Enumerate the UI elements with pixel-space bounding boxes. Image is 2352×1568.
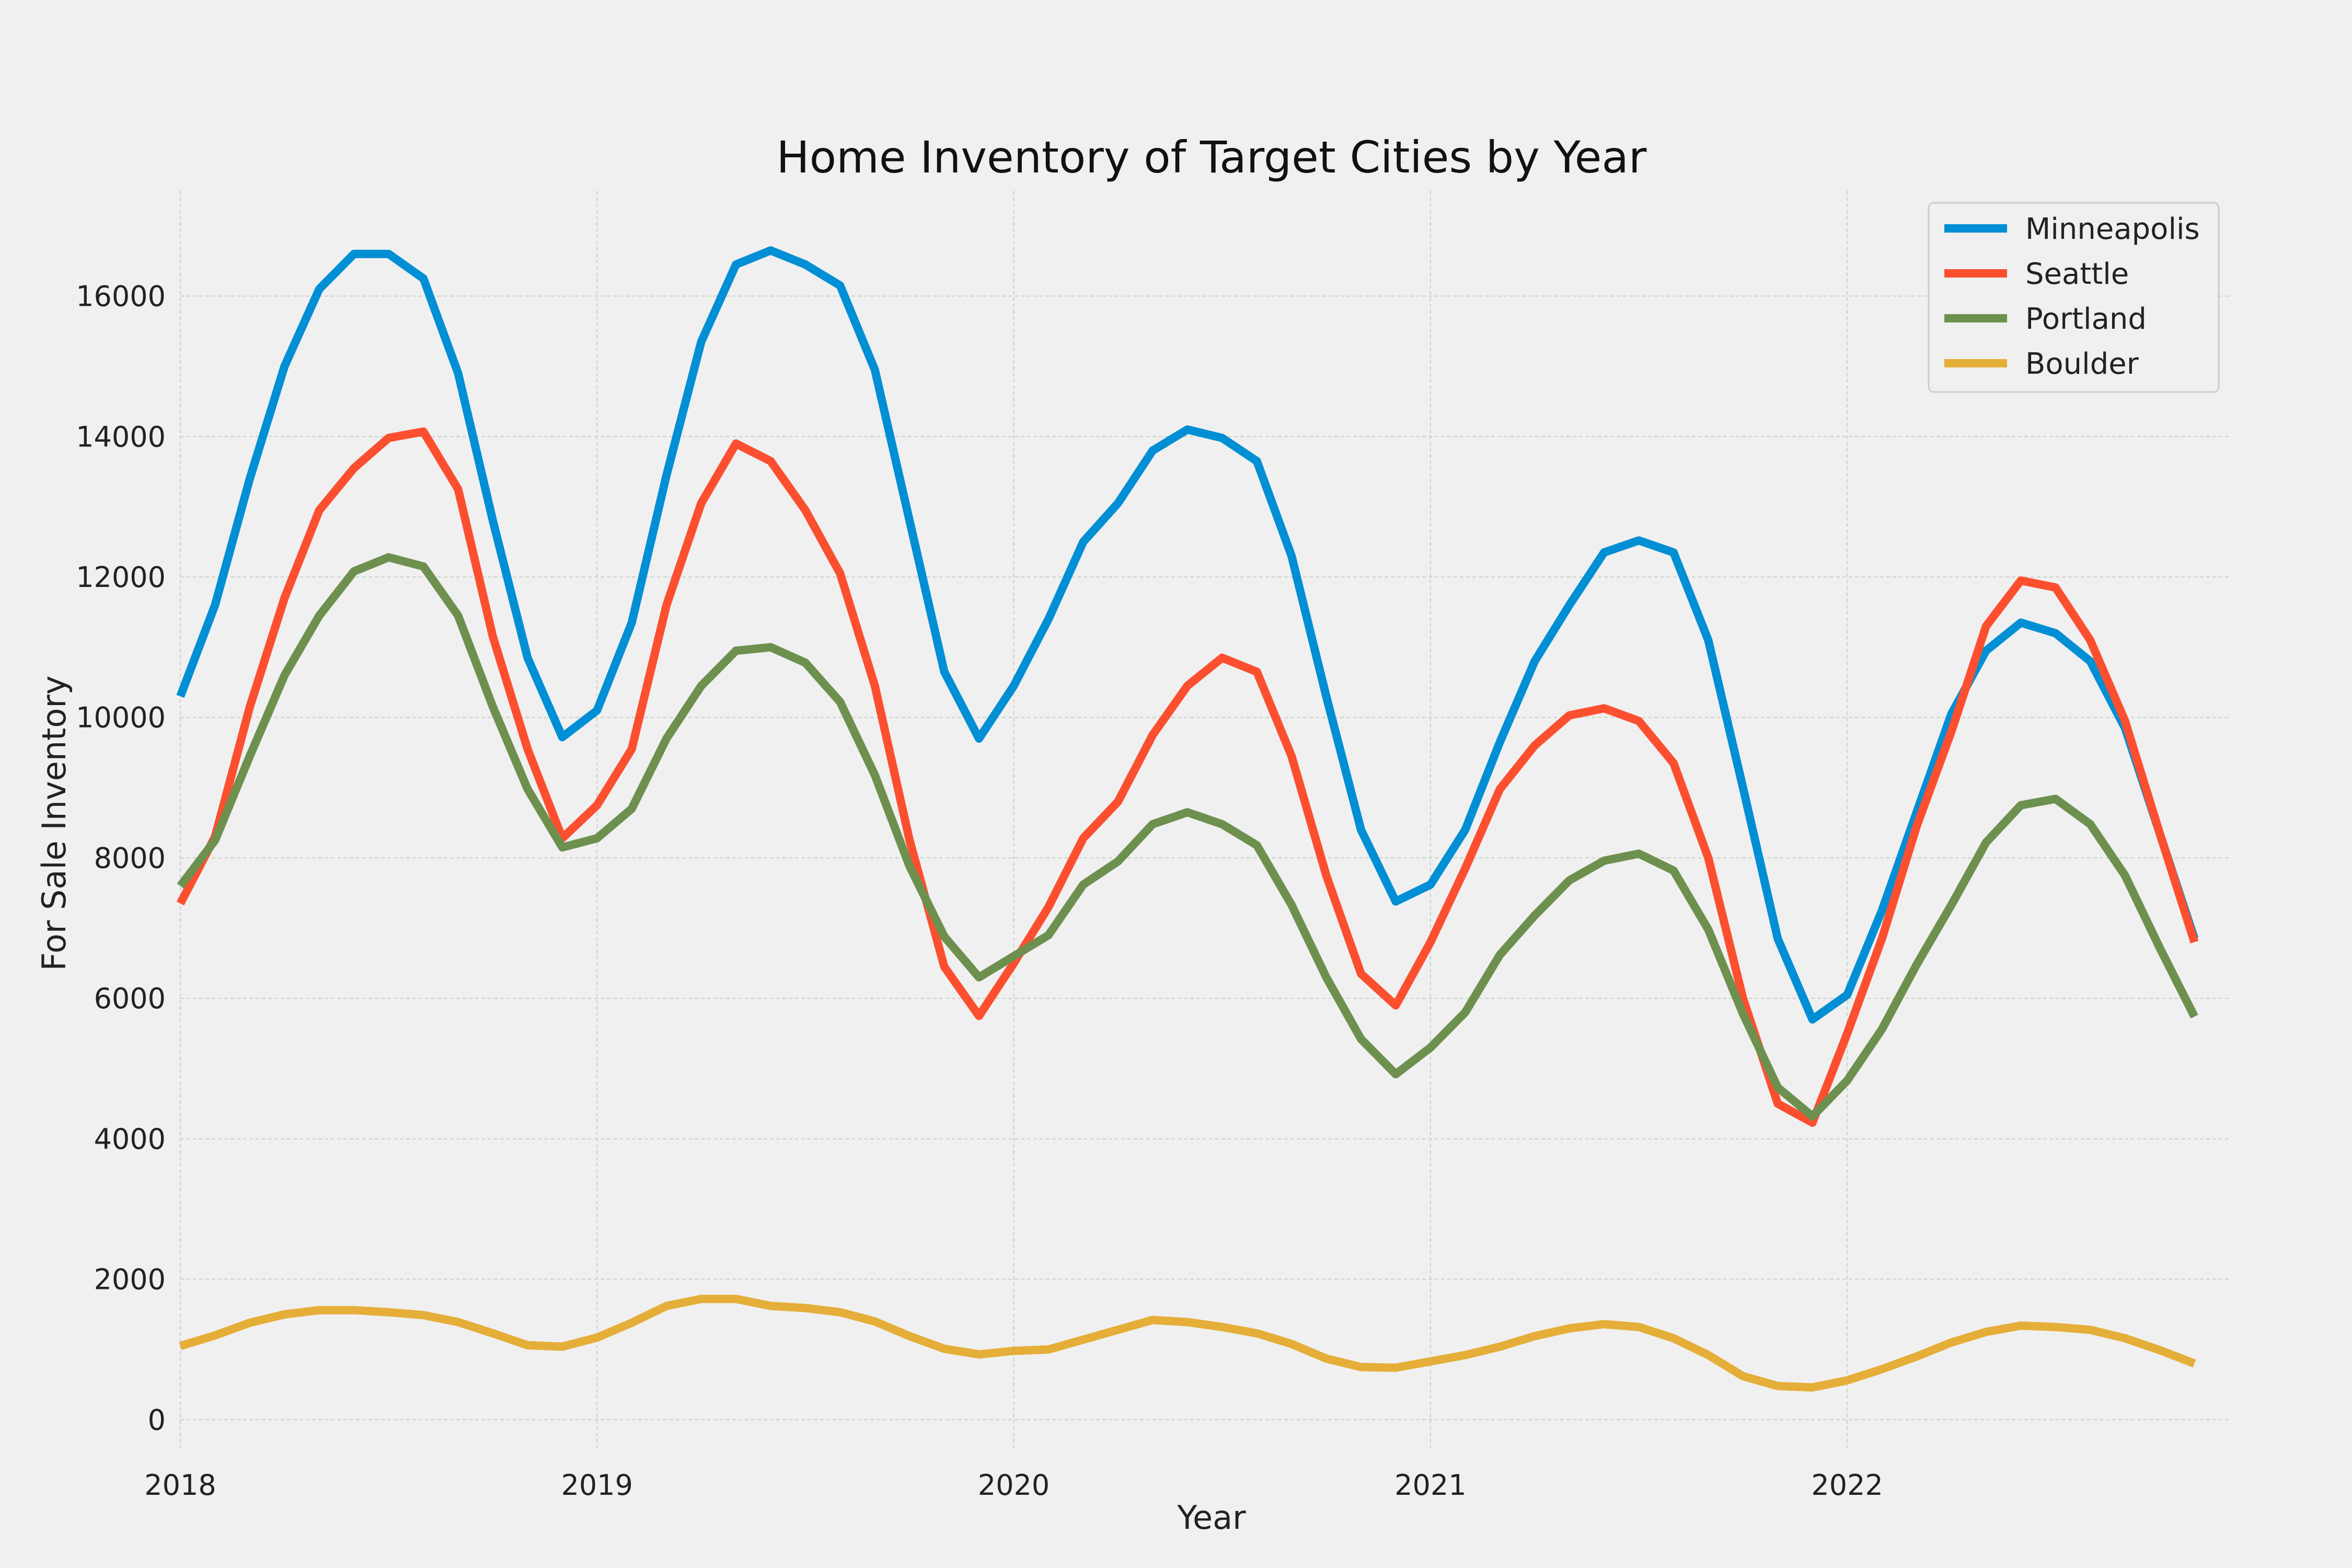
- x-tick-label: 2021: [1394, 1469, 1466, 1502]
- legend-label-minneapolis: Minneapolis: [2025, 212, 2200, 246]
- x-tick-label: 2022: [1811, 1469, 1883, 1502]
- legend-box: [1928, 202, 2220, 393]
- series-lines: [176, 246, 2199, 1392]
- y-tick-label: 2000: [94, 1263, 166, 1296]
- y-tick-label: 4000: [94, 1123, 166, 1156]
- y-axis-label: For Sale Inventory: [35, 675, 73, 971]
- y-tick-label: 10000: [76, 701, 166, 734]
- legend: Minneapolis Seattle Portland Boulder: [1928, 202, 2220, 393]
- x-axis-label: Year: [1177, 1498, 1246, 1537]
- y-tick-label: 0: [148, 1403, 166, 1436]
- y-axis-ticks: 0 2000 4000 6000 8000 10000 12000 14000 16000: [76, 280, 166, 1437]
- x-tick-label: 2019: [561, 1469, 633, 1502]
- x-tick-label: 2018: [144, 1469, 216, 1502]
- series-line-seattle: [176, 427, 2199, 1127]
- y-tick-label: 6000: [94, 982, 166, 1015]
- series-line-boulder: [179, 1295, 2196, 1392]
- y-tick-label: 16000: [76, 280, 166, 313]
- series-line-portland: [177, 553, 2198, 1121]
- x-axis-ticks: 2018 2019 2020 2021 2022: [144, 1469, 1883, 1502]
- y-tick-label: 14000: [76, 420, 166, 453]
- legend-label-boulder: Boulder: [2025, 347, 2139, 381]
- legend-label-seattle: Seattle: [2025, 257, 2129, 291]
- legend-label-portland: Portland: [2025, 302, 2147, 336]
- series-line-minneapolis: [176, 246, 2199, 1024]
- chart-title: Home Inventory of Target Cities by Year: [777, 132, 1647, 183]
- y-tick-label: 12000: [76, 561, 166, 594]
- x-tick-label: 2020: [978, 1469, 1050, 1502]
- y-tick-label: 8000: [94, 841, 166, 874]
